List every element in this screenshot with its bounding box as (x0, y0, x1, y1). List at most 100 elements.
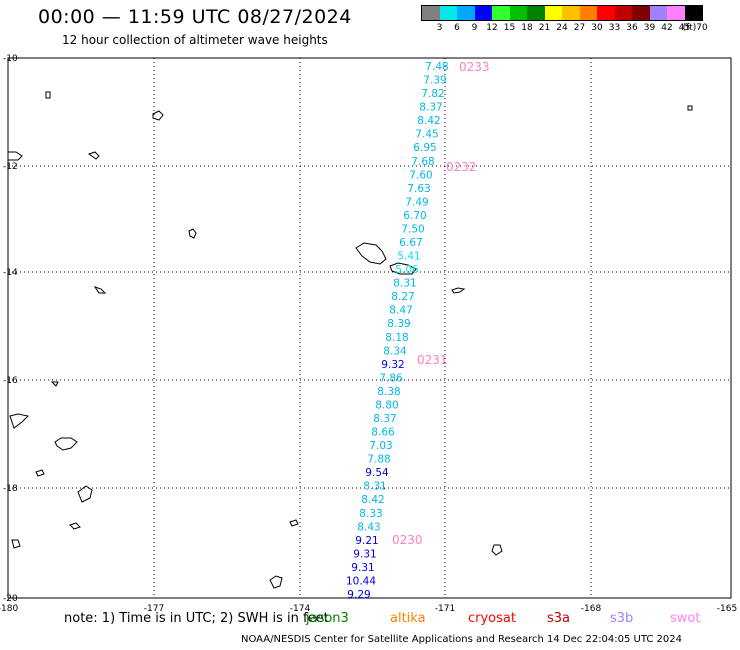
wave-height-label: 7.88 (367, 454, 390, 466)
wave-height-label: 8.31 (363, 481, 386, 493)
wave-height-label: 8.31 (393, 278, 416, 290)
island-coastline (9, 413, 30, 429)
legend-tick-label: 39 (643, 23, 656, 33)
legend-tick-label: 70 (696, 23, 708, 33)
legend-tick-label: 42 (661, 23, 673, 33)
legend-tick-label: 18 (521, 23, 533, 33)
wave-height-label: 8.27 (391, 291, 414, 303)
x-axis-label: -177 (144, 604, 164, 614)
wave-height-label: 8.43 (357, 521, 380, 533)
wave-height-label: 9.21 (355, 535, 378, 547)
legend-swatch (649, 6, 667, 20)
wave-height-label: 8.47 (389, 305, 412, 317)
wave-height-label: 7.82 (421, 88, 444, 100)
wave-height-label: 9.54 (365, 467, 389, 479)
legend-tick-label: 24 (556, 23, 568, 33)
legend-tick-label: 21 (538, 23, 551, 33)
wave-height-label: 8.34 (383, 345, 407, 357)
y-axis-label: -14 (3, 268, 18, 278)
legend-swatch (509, 6, 527, 20)
island-coastline (491, 544, 503, 556)
wave-height-label: 8.38 (377, 386, 400, 398)
wave-height-label: 9.32 (381, 359, 404, 371)
footer-note: note: 1) Time is in UTC; 2) SWH is in fe… (64, 611, 329, 626)
wave-height-label: 8.33 (359, 508, 382, 520)
island-coastline (69, 522, 81, 530)
legend-swatch (579, 6, 597, 20)
map-title: 00:00 — 11:59 UTC 08/27/2024 (38, 6, 352, 28)
x-axis-label: -168 (581, 604, 602, 614)
wave-height-label: 8.18 (385, 332, 408, 344)
y-axis-label: -10 (3, 54, 18, 64)
legend-tick-label: 15 (503, 23, 516, 33)
wave-height-label: 9.31 (351, 562, 374, 574)
legend-labels: (ft) 3 6 9 12 15 18 21 24 27 30 33 36 39 42 45 70 (421, 21, 708, 35)
island-coastline (50, 381, 59, 387)
island-coastline (269, 575, 283, 589)
wave-height-label: 9.29 (347, 589, 370, 601)
wave-height-label: 8.42 (361, 494, 384, 506)
island-coastline (289, 519, 299, 527)
island-coastline (7, 151, 23, 161)
y-axis-label: -18 (3, 484, 18, 494)
legend-tick-label: 9 (471, 23, 478, 33)
legend-tick-label: 30 (591, 23, 603, 33)
island-coastline (54, 437, 78, 451)
wave-height-label: 8.66 (371, 427, 395, 439)
pass-time-label: 0232 (446, 160, 477, 174)
island-coastline (389, 262, 417, 275)
legend-tick-label: 27 (573, 23, 586, 33)
legend-swatch (492, 6, 510, 20)
legend-swatch (562, 6, 580, 20)
island-coastline (77, 485, 93, 503)
island-coastline (11, 539, 21, 549)
wave-height-label: 7.39 (423, 75, 446, 87)
legend-color-bar (421, 5, 703, 21)
x-axis-label: -174 (290, 604, 311, 614)
wave-height-label: 6.95 (413, 142, 436, 154)
island-coastline (355, 242, 387, 265)
island-coastline (152, 110, 164, 121)
legend-swatch (422, 6, 440, 20)
satellite-name-s3b: s3b (610, 611, 634, 626)
legend-swatch (597, 6, 615, 20)
x-axis-label: -180 (0, 604, 18, 614)
island-coastline (687, 105, 693, 111)
wave-height-label: 7.60 (409, 169, 432, 181)
map-frame (7, 57, 732, 599)
legend-tick-label: 6 (454, 23, 460, 33)
wave-height-label: 7.48 (425, 61, 448, 73)
legend-swatch (667, 6, 685, 20)
island-coastline (451, 287, 466, 294)
wave-height-label: 10.44 (346, 575, 376, 587)
y-axis-label: -16 (3, 376, 18, 386)
y-axis-label: -12 (3, 162, 18, 172)
wave-height-label: 7.86 (379, 372, 403, 384)
legend-tick-label: 45 (678, 23, 691, 33)
legend-swatch (457, 6, 475, 20)
island-coastline (87, 151, 100, 160)
wave-height-label: 8.37 (419, 102, 442, 114)
wave-height-label: 7.68 (411, 156, 434, 168)
color-legend: (ft) 3 6 9 12 15 18 21 24 27 30 33 36 39 42 45 70 (421, 5, 708, 35)
map-subtitle: 12 hour collection of altimeter wave hei… (62, 33, 328, 47)
legend-tick-label: 12 (486, 23, 498, 33)
y-axis-label: -20 (3, 594, 18, 604)
wave-height-label: 7.50 (401, 223, 424, 235)
pass-time-label: 0233 (459, 60, 490, 74)
island-coastline (35, 469, 45, 477)
island-coastline (188, 228, 197, 239)
wave-height-label: 7.03 (369, 440, 392, 452)
satellite-name-altika: altika (390, 611, 426, 626)
wave-height-label: 5.06 (395, 264, 419, 276)
wave-height-label: 7.49 (405, 196, 428, 208)
wave-height-label: 7.63 (407, 183, 430, 195)
legend-tick-label: 3 (436, 23, 443, 33)
satellite-name-cryosat: cryosat (468, 611, 516, 626)
pass-time-label: 0231 (417, 353, 448, 367)
pass-time-label: 0230 (392, 533, 423, 547)
wave-height-label: 5.41 (397, 251, 420, 263)
wave-height-label: 8.42 (417, 115, 440, 127)
satellite-name-s3a: s3a (547, 611, 571, 626)
